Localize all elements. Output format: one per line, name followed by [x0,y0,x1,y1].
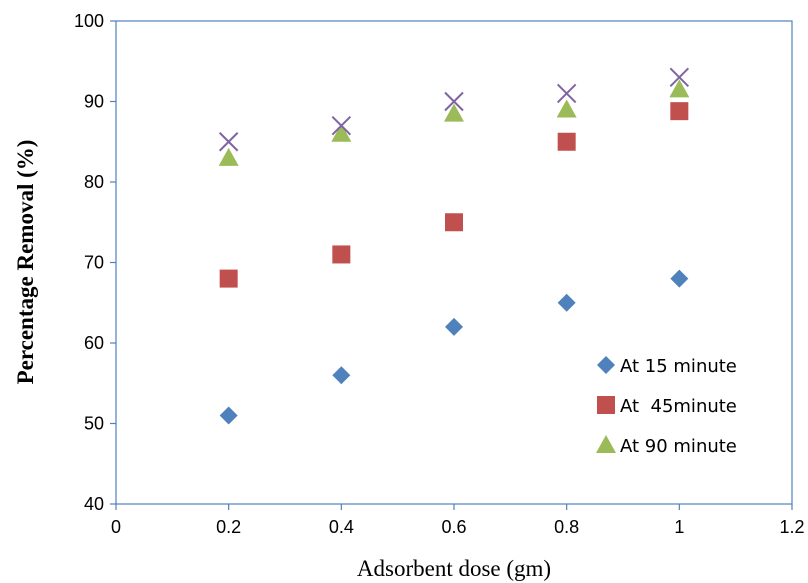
legend-marker-square [597,396,615,414]
legend-marker-diamond [597,356,615,374]
series-diamond [219,269,689,425]
data-point-triangle [218,147,239,166]
y-axis-title: Percentage Removal (%) [13,140,38,385]
x-tick-label: 1.2 [779,517,804,537]
data-point-triangle [556,99,577,118]
data-point-diamond [445,317,463,336]
data-point-cross [218,132,239,152]
y-tick-label: 80 [84,172,104,192]
data-point-square [670,102,689,121]
data-point-diamond [332,366,351,385]
data-point-diamond [557,293,576,312]
legend-label: At 45minute [620,396,737,417]
data-point-cross [444,91,464,112]
data-point-cross [669,67,690,88]
series-square [219,102,689,288]
x-tick-label: 0.4 [329,517,354,537]
y-tick-label: 100 [74,11,104,31]
data-point-square [557,132,576,151]
plot-area [115,20,793,505]
legend-marker-triangle [596,435,616,453]
data-point-triangle [669,79,690,98]
y-tick-label: 90 [84,92,104,112]
data-point-diamond [670,269,689,288]
data-point-square [332,245,351,264]
x-axis-ticks: 0 0.2 0.4 0.6 0.8 1 1.2 [111,504,805,537]
x-tick-label: 1 [674,517,684,537]
x-axis-title: Adsorbent dose (gm) [357,556,551,581]
legend-label: At 15 minute [620,356,737,377]
data-point-triangle [444,103,464,122]
y-tick-label: 60 [84,333,104,353]
series-cross [218,67,690,152]
x-tick-label: 0 [111,517,121,537]
data-point-cross [331,115,352,136]
y-axis-ticks: 40 50 60 70 80 90 100 [74,11,116,514]
data-points [218,67,690,425]
data-point-square [445,213,463,232]
legend-label: At 90 minute [620,436,737,457]
series-triangle [218,79,690,166]
data-point-diamond [219,406,238,425]
x-tick-label: 0.6 [441,517,466,537]
data-point-square [219,269,238,288]
legend: At 15 minute At 45minute At 90 minute [596,356,737,457]
y-tick-label: 70 [84,253,104,273]
x-tick-label: 0.8 [554,517,579,537]
data-point-triangle [331,123,352,142]
y-tick-label: 40 [84,494,104,514]
x-tick-label: 0.2 [216,517,241,537]
data-point-cross [556,83,577,104]
y-tick-label: 50 [84,414,104,434]
